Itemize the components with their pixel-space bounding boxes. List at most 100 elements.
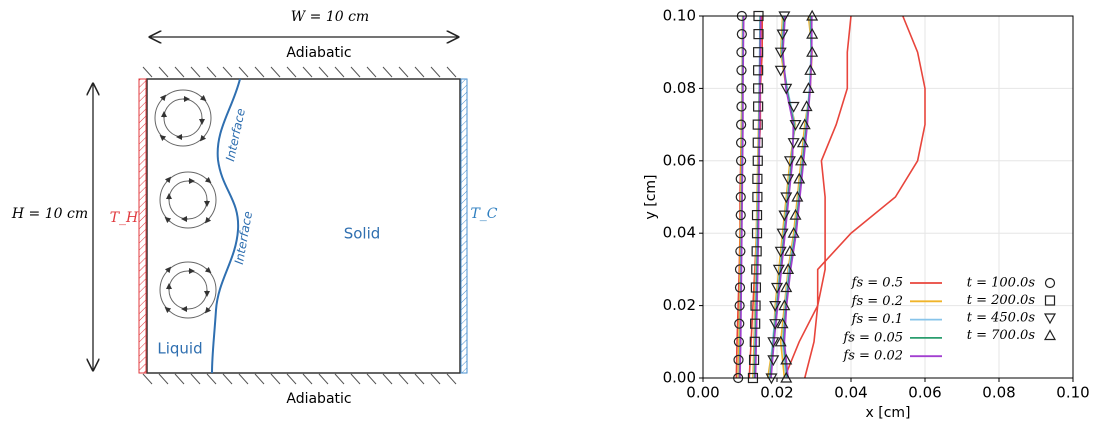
diagram: W = 10 cm Adiabatic Adiabatic H = 10 cm … — [11, 9, 498, 407]
marker — [735, 228, 746, 239]
vortices — [154, 89, 217, 319]
marker — [736, 28, 747, 40]
legend-marker — [1043, 313, 1057, 325]
legend-label: fs = 0.05 — [842, 330, 903, 345]
marker — [774, 65, 787, 77]
marker — [806, 27, 819, 39]
hot-wall — [138, 78, 147, 374]
marker — [734, 264, 746, 275]
legend-label: fs = 0.5 — [851, 276, 903, 291]
legend-label: t = 450.0s — [967, 311, 1036, 326]
marker — [796, 136, 809, 148]
hatch-line — [174, 373, 185, 385]
marker — [778, 210, 791, 222]
marker — [789, 120, 802, 131]
chart: 0.00 0.02 0.04 0.06 0.08 0.10 0.00 0.02 0.04 0.06… — [643, 7, 1090, 422]
hatch-line — [254, 66, 265, 78]
x-tick-label: 0.00 — [686, 384, 719, 402]
vortex-arrow — [164, 216, 172, 224]
y-tick-label: 0.00 — [663, 369, 696, 387]
marker — [776, 29, 789, 41]
hatch-line — [446, 66, 457, 78]
marker — [789, 208, 802, 220]
vortex-arrow — [159, 134, 167, 142]
vortex-arrow — [164, 266, 172, 274]
marker — [778, 299, 791, 311]
hatch-line — [366, 373, 377, 385]
marker — [753, 101, 764, 112]
hatch-line — [398, 373, 409, 385]
hatch-line — [286, 66, 297, 78]
marker — [783, 245, 796, 256]
hatch-line — [238, 66, 249, 78]
marker — [734, 318, 745, 329]
legend-label: t = 100.0s — [967, 276, 1036, 291]
hatch-line — [222, 66, 233, 78]
hatch-line — [158, 373, 169, 385]
hatch-line — [238, 373, 249, 385]
vortex-outer — [154, 89, 212, 147]
vortex-outer — [159, 261, 217, 319]
marker — [734, 300, 745, 311]
marker — [733, 354, 744, 365]
marker — [753, 29, 764, 40]
hatch-line — [190, 66, 201, 78]
marker — [776, 228, 789, 240]
marker — [735, 173, 746, 184]
vortex-inner — [163, 98, 203, 138]
hatch-line — [350, 66, 361, 78]
marker — [769, 301, 782, 312]
marker — [749, 336, 760, 347]
x-tick-label: 0.06 — [908, 384, 941, 402]
y-tick-label: 0.10 — [663, 7, 696, 25]
marker — [780, 83, 793, 95]
legend-label: fs = 0.02 — [842, 349, 903, 364]
marker — [798, 118, 811, 130]
marker — [751, 210, 763, 221]
hatch-line — [270, 66, 281, 78]
y-tick-label: 0.08 — [663, 79, 696, 97]
plot-frame — [702, 15, 1074, 379]
hatch-line — [190, 373, 201, 385]
marker — [804, 64, 817, 75]
hatch-line — [222, 373, 233, 385]
marker — [750, 300, 761, 311]
marker — [752, 155, 763, 166]
marker — [736, 47, 747, 58]
vortex-arrow — [199, 134, 207, 142]
marker — [795, 154, 808, 166]
marker — [780, 281, 793, 293]
marker — [752, 119, 763, 130]
hatch-line — [318, 66, 329, 78]
domain-box — [146, 78, 461, 374]
series-line — [803, 15, 926, 379]
marker — [734, 282, 746, 293]
marker — [735, 191, 746, 203]
marker — [787, 226, 800, 238]
hatch-line — [414, 66, 425, 78]
hatch-line — [414, 373, 425, 385]
liquid-label: Liquid — [157, 340, 202, 358]
marker — [753, 83, 764, 94]
vortex-outer — [159, 171, 217, 229]
marker — [783, 156, 796, 168]
hatch-line — [430, 66, 441, 78]
legend-marker — [1044, 277, 1056, 289]
marker — [776, 317, 789, 329]
interface-curve — [211, 78, 241, 374]
legend-label: t = 200.0s — [967, 293, 1036, 308]
x-tick-label: 0.04 — [834, 384, 867, 402]
y-axis-label: y [cm] — [643, 175, 659, 220]
hot-label: T_H — [110, 210, 139, 226]
marker — [753, 47, 764, 58]
vortex-arrow — [204, 306, 212, 314]
marker — [751, 264, 762, 275]
legend-label: t = 700.0s — [967, 328, 1036, 343]
marker — [787, 138, 800, 149]
marker — [787, 101, 800, 113]
series-line — [739, 15, 745, 379]
marker — [733, 336, 744, 347]
marker — [750, 318, 761, 329]
marker — [791, 190, 804, 202]
